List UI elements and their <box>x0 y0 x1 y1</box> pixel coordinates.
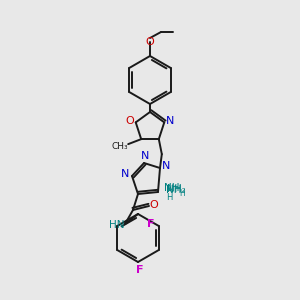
Text: O: O <box>150 200 158 210</box>
Text: N: N <box>166 116 175 126</box>
Text: O: O <box>125 116 134 126</box>
Text: HN: HN <box>109 220 125 230</box>
Text: NH: NH <box>166 185 182 195</box>
Text: F: F <box>136 265 144 275</box>
Text: N: N <box>121 169 129 179</box>
Text: F: F <box>147 219 154 229</box>
Text: N: N <box>162 161 170 171</box>
Text: N: N <box>141 151 149 161</box>
Text: NH: NH <box>164 183 180 193</box>
Text: CH₃: CH₃ <box>112 142 128 151</box>
Text: H: H <box>166 193 172 202</box>
Text: H: H <box>179 190 185 199</box>
Text: O: O <box>146 37 154 47</box>
Text: NH₂: NH₂ <box>167 184 186 194</box>
